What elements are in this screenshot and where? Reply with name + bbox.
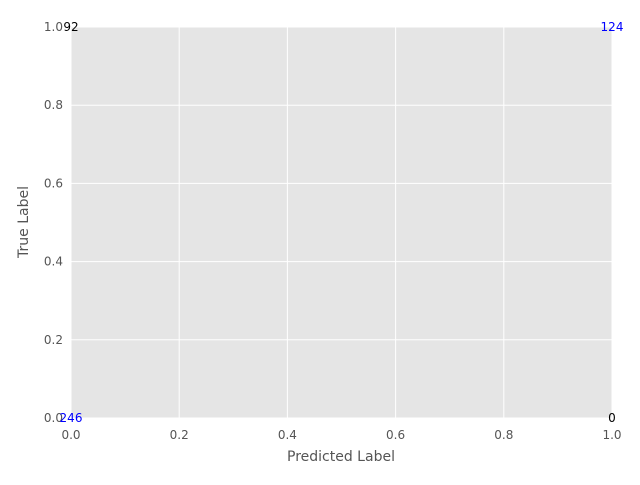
plot-area [71, 27, 612, 418]
x-tick-label: 0.6 [386, 428, 405, 442]
x-tick-label: 0.8 [494, 428, 513, 442]
y-tick-label: 0.0 [44, 411, 63, 425]
x-axis-label: Predicted Label [287, 449, 395, 465]
y-tick-label: 0.8 [44, 98, 63, 112]
cell-annotation: 246 [60, 411, 83, 425]
cell-annotations: 92 124 246 0 [60, 20, 624, 425]
cell-annotation: 124 [601, 20, 624, 34]
cell-annotation: 92 [63, 20, 78, 34]
x-tick-label: 0.0 [61, 428, 80, 442]
x-tick-label: 1.0 [602, 428, 621, 442]
x-tick-label: 0.4 [278, 428, 297, 442]
y-tick-label: 0.4 [44, 255, 63, 269]
x-tick-label: 0.2 [170, 428, 189, 442]
y-tick-label: 0.6 [44, 176, 63, 190]
y-axis-label: True Label [16, 186, 32, 259]
grid-lines [70, 26, 613, 419]
y-tick-label: 0.2 [44, 333, 63, 347]
cell-annotation: 0 [608, 411, 616, 425]
y-tick-label: 1.0 [44, 20, 63, 34]
tick-labels: 0.0 0.2 0.4 0.6 0.8 1.0 0.0 0.2 0.4 0.6 0.8 1.0 [44, 20, 622, 442]
